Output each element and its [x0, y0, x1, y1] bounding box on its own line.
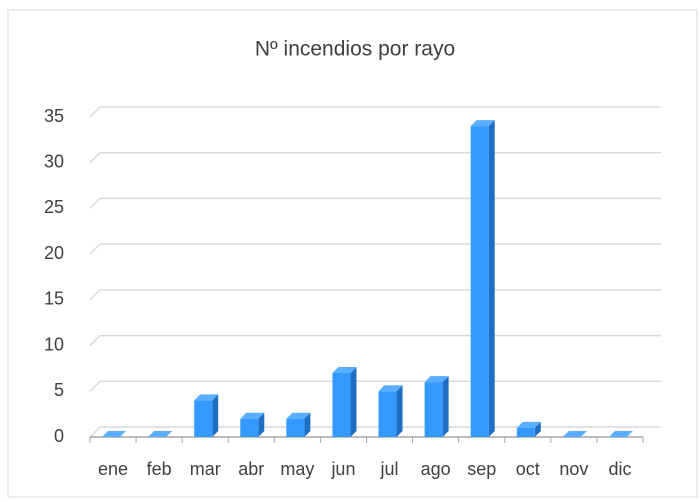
bar-side	[350, 367, 357, 437]
bar-top	[608, 431, 633, 437]
x-tick-label: nov	[559, 459, 588, 479]
y-tick-label: 30	[44, 151, 64, 171]
bar-top	[516, 421, 541, 428]
bar	[102, 431, 127, 437]
x-tick-label: feb	[147, 459, 172, 479]
x-tick-label: jun	[330, 459, 355, 479]
bar-top	[194, 394, 219, 401]
x-tick-label: oct	[516, 459, 540, 479]
bar	[378, 385, 403, 437]
x-tick-label: ago	[421, 459, 451, 479]
x-tick-label: abr	[238, 459, 264, 479]
bar-front	[424, 382, 443, 437]
bar-front	[286, 418, 305, 437]
bar-side	[442, 376, 449, 437]
bar	[608, 431, 633, 437]
bar-side	[534, 421, 541, 437]
grid-line	[89, 106, 661, 118]
bar-top	[562, 431, 587, 437]
bar-front	[194, 400, 213, 437]
bar	[470, 120, 495, 438]
bar	[194, 394, 219, 437]
bar-side	[258, 412, 265, 437]
bar	[562, 431, 587, 437]
y-tick-label: 5	[54, 380, 64, 400]
bar	[286, 412, 311, 437]
y-tick-label: 35	[44, 106, 64, 126]
bar-front	[470, 126, 489, 438]
bar-side	[396, 385, 403, 437]
bar-front	[378, 391, 397, 437]
bar	[332, 367, 357, 437]
y-tick-label: 0	[54, 426, 64, 446]
x-tick-label: mar	[190, 459, 221, 479]
bar-top	[332, 367, 357, 373]
bar-top	[102, 431, 127, 437]
bar	[240, 412, 265, 437]
x-tick-label: ene	[98, 459, 128, 479]
x-tick-label: sep	[467, 459, 496, 479]
bar-side	[304, 412, 311, 437]
bar-top	[424, 376, 449, 383]
bar-top	[470, 120, 495, 127]
bar	[516, 421, 541, 437]
bar-front	[516, 427, 535, 437]
x-tick-label: may	[280, 459, 314, 479]
y-tick-label: 20	[44, 243, 64, 263]
y-tick-label: 10	[44, 334, 64, 354]
x-tick-label: jul	[380, 459, 399, 479]
x-tick-label: dic	[608, 459, 631, 479]
bar	[424, 376, 449, 437]
y-tick-label: 15	[44, 289, 64, 309]
bar-side	[212, 394, 219, 437]
bar-front	[332, 373, 351, 437]
chart-title: Nº incendios por rayo	[255, 38, 455, 61]
bar-top	[240, 412, 265, 419]
bar-top	[378, 385, 403, 392]
bar-front	[240, 418, 259, 437]
bar-top	[286, 412, 311, 419]
bar	[148, 431, 173, 437]
bar-top	[148, 431, 173, 437]
y-tick-label: 25	[44, 197, 64, 217]
bar-side	[488, 120, 495, 438]
